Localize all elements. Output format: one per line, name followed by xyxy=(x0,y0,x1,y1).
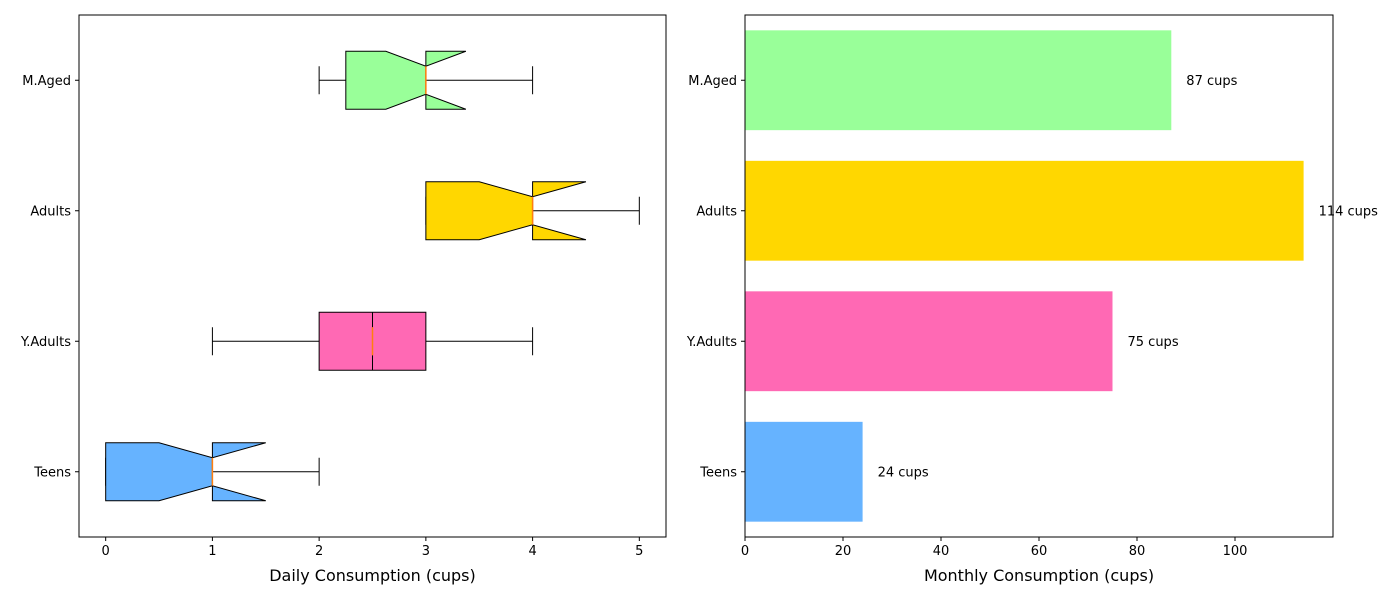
x-axis-label: Monthly Consumption (cups) xyxy=(924,566,1154,585)
box-teens xyxy=(105,442,320,502)
box-y-adults xyxy=(211,311,534,371)
box-adults xyxy=(425,181,640,241)
y-tick-label: M.Aged xyxy=(688,74,737,89)
box-body xyxy=(425,181,587,241)
box-plot-chart: Teens Y.Adults Adults M.Aged 0 1 2 3 4 5 Daily Con… xyxy=(20,14,667,585)
bar-adults xyxy=(745,160,1304,261)
box-body xyxy=(105,442,266,502)
x-tick-label: 1 xyxy=(208,544,216,559)
x-tick-label: 20 xyxy=(835,544,852,559)
x-axis-label: Daily Consumption (cups) xyxy=(269,566,476,585)
x-tick-label: 4 xyxy=(528,544,536,559)
bar-teens xyxy=(745,421,863,522)
y-tick-label: Adults xyxy=(30,204,71,219)
y-tick-label: M.Aged xyxy=(22,74,71,89)
x-tick-label: 3 xyxy=(422,544,430,559)
bar-value-label: 75 cups xyxy=(1128,335,1179,350)
bar-chart: 24 cups Teens 75 cups Y.Adults 114 cups Adult… xyxy=(686,14,1379,585)
bar-value-label: 24 cups xyxy=(878,465,929,480)
x-tick-label: 60 xyxy=(1031,544,1048,559)
plot-frame xyxy=(78,14,667,538)
x-tick-label: 100 xyxy=(1223,544,1248,559)
y-tick-label: Teens xyxy=(33,465,71,480)
x-tick-label: 40 xyxy=(933,544,950,559)
bar-value-label: 114 cups xyxy=(1319,204,1379,219)
y-tick-label: Y.Adults xyxy=(20,335,71,350)
bar-value-label: 87 cups xyxy=(1186,74,1237,89)
x-tick-label: 2 xyxy=(315,544,323,559)
y-tick-label: Adults xyxy=(696,204,737,219)
x-tick-label: 0 xyxy=(102,544,110,559)
x-tick-label: 0 xyxy=(741,544,749,559)
box-m-aged xyxy=(318,50,534,110)
bar-m-aged xyxy=(745,30,1172,131)
box-body xyxy=(345,50,467,110)
y-tick-label: Y.Adults xyxy=(686,335,737,350)
x-tick-label: 80 xyxy=(1129,544,1146,559)
x-tick-label: 5 xyxy=(635,544,643,559)
y-tick-label: Teens xyxy=(699,465,737,480)
bar-y-adults xyxy=(745,291,1113,392)
